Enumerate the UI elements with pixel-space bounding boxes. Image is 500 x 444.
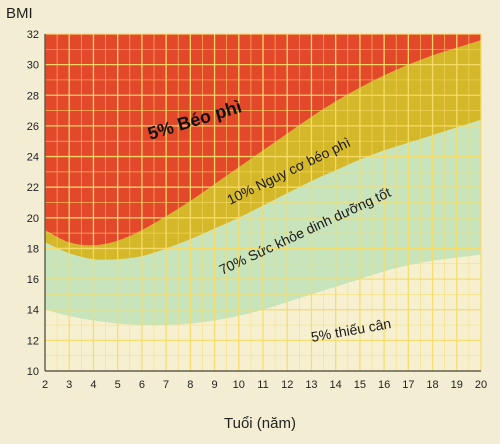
y-tick-label: 20 (27, 213, 39, 225)
y-tick-label: 12 (27, 335, 39, 347)
x-tick-label: 18 (426, 379, 438, 391)
x-tick-label: 7 (163, 379, 169, 391)
x-tick-label: 20 (475, 379, 487, 391)
ticks-layer: 10 12 14 16 18 20 22 24 26 28 30 32 2 3 4 5 6 7 8 9 10 11 12 13… (27, 29, 487, 391)
x-tick-label: 9 (211, 379, 217, 391)
y-tick-label: 14 (27, 305, 39, 317)
y-axis-title: BMI (6, 5, 33, 22)
grid-layer (44, 33, 482, 372)
y-tick-label: 32 (27, 29, 39, 41)
x-tick-label: 6 (139, 379, 145, 391)
y-tick-label: 16 (27, 274, 39, 286)
x-tick-label: 16 (378, 379, 390, 391)
x-tick-label: 17 (402, 379, 414, 391)
y-tick-label: 28 (27, 90, 39, 102)
axes-layer (44, 34, 481, 372)
x-tick-label: 12 (281, 379, 293, 391)
x-tick-label: 11 (257, 379, 268, 391)
x-tick-label: 8 (187, 379, 193, 391)
y-tick-label: 18 (27, 243, 39, 255)
x-axis-title: Tuổi (năm) (224, 415, 296, 432)
y-tick-label: 30 (27, 60, 39, 72)
x-tick-label: 2 (42, 379, 48, 391)
x-tick-label: 5 (115, 379, 121, 391)
y-tick-label: 22 (27, 182, 39, 194)
x-tick-label: 3 (66, 379, 72, 391)
x-tick-label: 14 (330, 379, 342, 391)
x-tick-label: 15 (354, 379, 366, 391)
y-tick-label: 10 (27, 366, 39, 378)
x-tick-label: 4 (90, 379, 96, 391)
y-tick-label: 26 (27, 121, 39, 133)
y-tick-label: 24 (27, 152, 39, 164)
x-tick-label: 19 (451, 379, 463, 391)
x-tick-label: 10 (233, 379, 245, 391)
x-tick-label: 13 (305, 379, 317, 391)
